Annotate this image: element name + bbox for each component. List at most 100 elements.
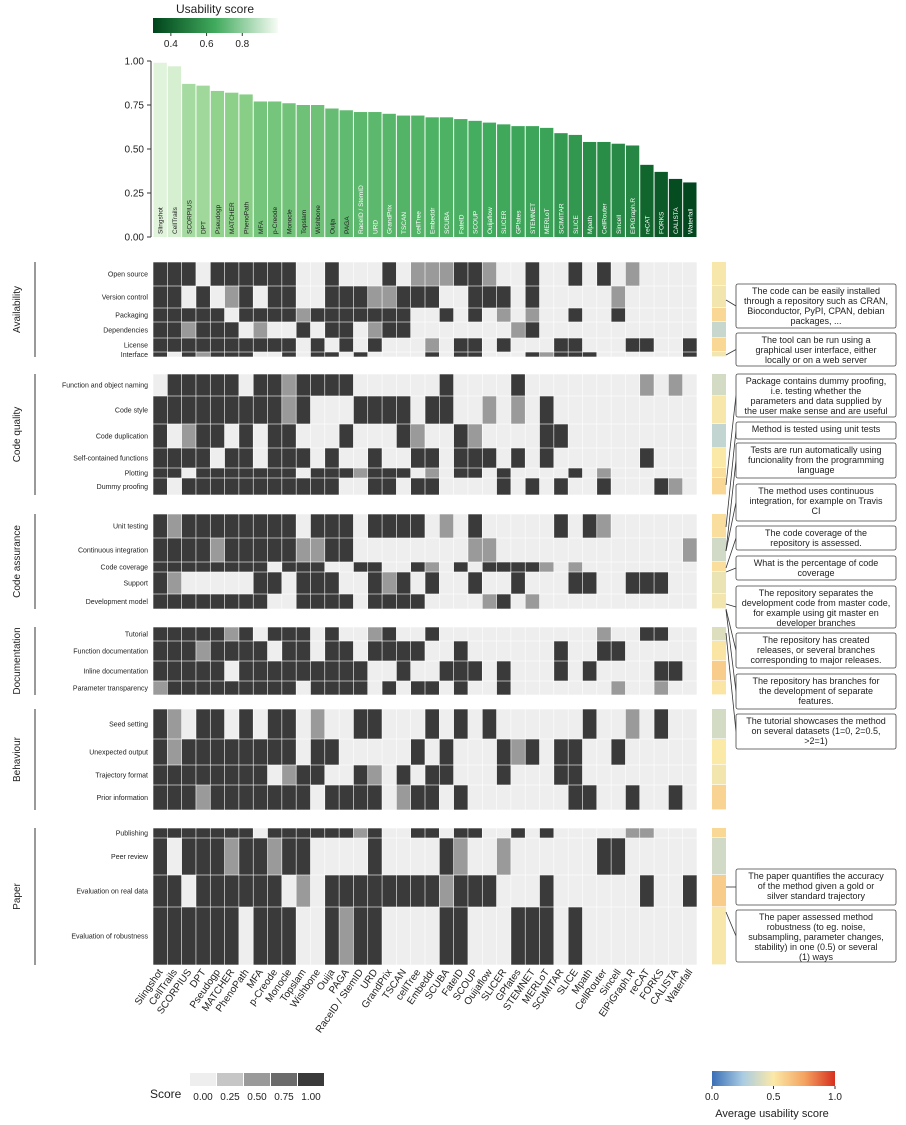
heatmap-cell [453, 374, 468, 396]
heatmap-cell [640, 572, 654, 594]
heatmap-cell [668, 308, 683, 322]
heatmap-cell [239, 468, 253, 478]
heatmap-cell [496, 468, 511, 478]
heatmap-cell [167, 468, 182, 478]
heatmap-cell [396, 739, 411, 765]
annotation-box [735, 585, 897, 629]
heatmap-cell [153, 478, 168, 495]
average-cell [712, 448, 726, 468]
average-cell [712, 785, 726, 810]
heatmap-cell [239, 308, 253, 322]
annotation-text: The code can be easily installed through … [744, 286, 888, 326]
heatmap-cell [396, 424, 411, 448]
heatmap-cell [239, 627, 253, 641]
heatmap-cell [654, 838, 669, 875]
heatmap-cell [339, 478, 354, 495]
heatmap-cell [439, 838, 454, 875]
heatmap-cell [625, 396, 640, 424]
heatmap-cell [611, 641, 626, 661]
heatmap-cell [339, 424, 354, 448]
heatmap-cell [482, 468, 497, 478]
bar [210, 90, 225, 237]
bar-label: PAGA [344, 216, 351, 234]
bar [582, 141, 597, 237]
annotation-text: The method uses continuous integration, f… [749, 486, 883, 516]
heatmap-cell [539, 641, 554, 661]
heatmap-cell [353, 838, 368, 875]
heatmap-cell [425, 572, 440, 594]
heatmap-cell [611, 322, 626, 338]
heatmap-cell [382, 562, 397, 572]
annotation-callout: Package contains dummy proofing, i.e. tes… [725, 373, 897, 486]
heatmap-cell [325, 681, 339, 695]
heatmap-cell [453, 627, 468, 641]
heatmap-cell [153, 308, 168, 322]
heatmap-cell [282, 538, 296, 562]
heatmap-cell [181, 739, 196, 765]
heatmap-cell [425, 468, 440, 478]
heatmap-cell [682, 627, 697, 641]
heatmap-cell [396, 765, 411, 785]
annotation-line: subsampling, parameter changes, [748, 932, 884, 942]
heatmap-cell [525, 468, 540, 478]
heatmap-cell [525, 562, 540, 572]
category-labels: Availability Code quality Code assurance Do… [12, 262, 36, 965]
heatmap-cell [310, 681, 325, 695]
heatmap-cell [339, 828, 354, 838]
heatmap-cell [382, 286, 397, 308]
bar-label: MFA [258, 220, 265, 234]
heatmap-cell [640, 875, 654, 907]
heatmap-cell [554, 396, 568, 424]
heatmap-cell [468, 424, 482, 448]
heatmap-cell [282, 396, 296, 424]
bar [396, 115, 411, 237]
heatmap-cell [196, 828, 210, 838]
criterion-label: Support [123, 581, 148, 588]
annotation-line: corresponding to major releases. [750, 655, 881, 665]
heatmap-cell [196, 838, 210, 875]
heatmap-cell [496, 627, 511, 641]
bar-label: STEMNET [530, 203, 537, 234]
heatmap-cell [353, 322, 368, 338]
annotation-box [735, 332, 897, 367]
heatmap-cell [568, 627, 583, 641]
average-cell [712, 322, 726, 338]
heatmap-cell [282, 681, 296, 695]
heatmap-cell [310, 308, 325, 322]
heatmap-cell [582, 468, 597, 478]
heatmap-cell [425, 308, 440, 322]
heatmap-cell [554, 594, 568, 609]
heatmap-cell [339, 641, 354, 661]
heatmap-cell [368, 875, 382, 907]
annotation-line: >2=1) [804, 736, 828, 746]
method-labels: SlingshotCellTrailsSCORPIUSDPTPseudogpMA… [133, 967, 695, 1035]
heatmap-cell [582, 838, 597, 875]
heatmap-cell [468, 709, 482, 739]
heatmap-cell [353, 262, 368, 286]
heatmap-cell [253, 709, 268, 739]
heatmap-cell [496, 681, 511, 695]
heatmap-cell [167, 828, 182, 838]
heatmap-cell [668, 538, 683, 562]
bar [425, 117, 439, 237]
heatmap-cell [496, 641, 511, 661]
bar-label: Ouija [329, 218, 336, 234]
annotation-leader [725, 430, 737, 528]
heatmap-cell [640, 907, 654, 965]
heatmap-cell [496, 396, 511, 424]
heatmap-cell [482, 572, 497, 594]
heatmap-cell [439, 262, 454, 286]
heatmap-cell [582, 572, 597, 594]
heatmap-cell [267, 785, 282, 810]
heatmap-cell [468, 322, 482, 338]
heatmap-cell [682, 338, 697, 352]
heatmap-cell [525, 765, 540, 785]
heatmap-cell [368, 594, 382, 609]
heatmap-cell [396, 478, 411, 495]
heatmap-cell [625, 828, 640, 838]
heatmap-cell [296, 468, 311, 478]
heatmap-cell [425, 681, 440, 695]
heatmap-cell [539, 374, 554, 396]
heatmap-cell [682, 424, 697, 448]
